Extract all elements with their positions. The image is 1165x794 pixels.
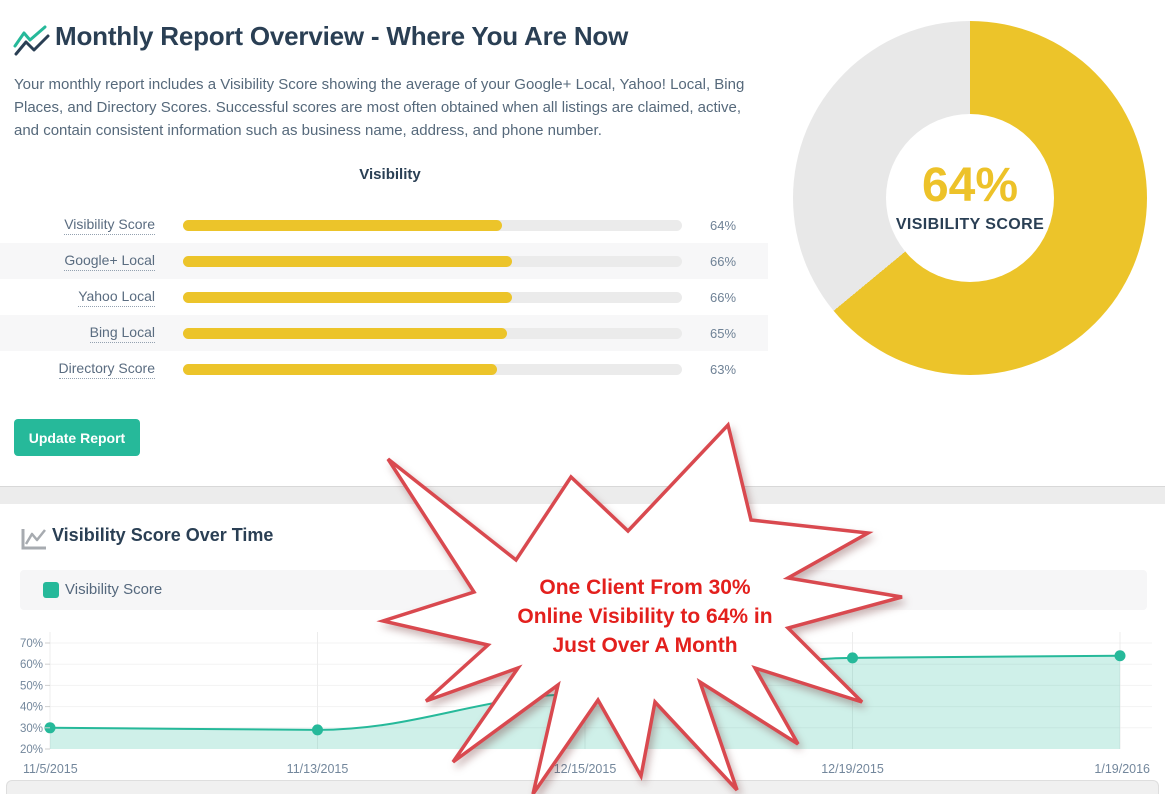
bar-track bbox=[183, 292, 682, 303]
update-report-button[interactable]: Update Report bbox=[14, 419, 140, 456]
donut-label: VISIBILITY SCORE bbox=[895, 216, 1045, 233]
trend-line-icon bbox=[13, 25, 50, 56]
bar-value-label: 65% bbox=[710, 326, 737, 341]
annotation-line: Online Visibility to 64% in bbox=[517, 605, 773, 628]
annotation-line: Just Over A Month bbox=[552, 634, 738, 657]
donut-value: 64% bbox=[921, 159, 1019, 212]
visibility-donut-chart: 64% VISIBILITY SCORE bbox=[793, 21, 1147, 375]
timeline-title: Visibility Score Over Time bbox=[52, 525, 274, 545]
bar-fill bbox=[183, 220, 503, 231]
legend-label: Visibility Score bbox=[65, 581, 163, 598]
bar-row: Yahoo Local 66% bbox=[0, 279, 768, 315]
bar-row: Visibility Score 64% bbox=[0, 207, 768, 243]
bar-row: Bing Local 65% bbox=[0, 315, 768, 351]
bar-fill bbox=[183, 292, 513, 303]
y-axis-label: 40% bbox=[20, 702, 43, 714]
data-point[interactable] bbox=[847, 652, 858, 664]
page-title: Monthly Report Overview - Where You Are … bbox=[55, 21, 629, 51]
data-point[interactable] bbox=[312, 724, 323, 736]
y-axis-label: 30% bbox=[20, 723, 43, 735]
bar-value-label: 64% bbox=[710, 218, 737, 233]
bar-category-label[interactable]: Yahoo Local bbox=[0, 288, 155, 307]
bar-fill bbox=[183, 364, 498, 375]
y-axis-label: 70% bbox=[20, 638, 43, 650]
annotation-starburst: One Client From 30% Online Visibility to… bbox=[375, 415, 915, 794]
x-axis-label: 11/13/2015 bbox=[287, 762, 349, 776]
data-point[interactable] bbox=[1114, 650, 1126, 662]
annotation-text: One Client From 30% Online Visibility to… bbox=[460, 573, 830, 660]
starburst-shape bbox=[376, 421, 903, 794]
bar-row: Directory Score 63% bbox=[0, 351, 768, 387]
y-axis-label: 50% bbox=[20, 680, 43, 692]
annotation-line: One Client From 30% bbox=[539, 576, 751, 599]
bar-row: Google+ Local 66% bbox=[0, 243, 768, 279]
x-axis-label: 12/15/2015 bbox=[554, 762, 617, 776]
bar-category-label[interactable]: Google+ Local bbox=[0, 252, 155, 271]
x-axis-label: 11/5/2015 bbox=[23, 762, 78, 776]
bar-track bbox=[183, 364, 682, 375]
bar-fill bbox=[183, 328, 508, 339]
bar-value-label: 66% bbox=[710, 254, 737, 269]
y-axis-label: 60% bbox=[20, 659, 43, 671]
bar-track bbox=[183, 256, 682, 267]
x-axis-label: 1/19/2016 bbox=[1094, 762, 1150, 776]
line-chart-icon bbox=[21, 529, 46, 550]
bar-chart-title: Visibility bbox=[359, 166, 421, 183]
legend-swatch bbox=[43, 582, 59, 598]
report-description: Your monthly report includes a Visibilit… bbox=[14, 76, 745, 139]
bar-track bbox=[183, 220, 682, 231]
bar-category-label[interactable]: Bing Local bbox=[0, 324, 155, 343]
next-section-edge bbox=[6, 780, 1159, 794]
bar-category-label[interactable]: Directory Score bbox=[0, 360, 155, 379]
bar-value-label: 66% bbox=[710, 290, 737, 305]
donut-center: 64% VISIBILITY SCORE bbox=[886, 114, 1054, 282]
bar-value-label: 63% bbox=[710, 362, 737, 377]
x-axis-label: 12/19/2015 bbox=[821, 762, 884, 776]
bar-category-label[interactable]: Visibility Score bbox=[0, 216, 155, 235]
bar-track bbox=[183, 328, 682, 339]
y-axis-label: 20% bbox=[20, 744, 43, 756]
visibility-bar-chart: Visibility Score 64% Google+ Local 66% Yahoo… bbox=[0, 207, 768, 387]
bar-fill bbox=[183, 256, 513, 267]
